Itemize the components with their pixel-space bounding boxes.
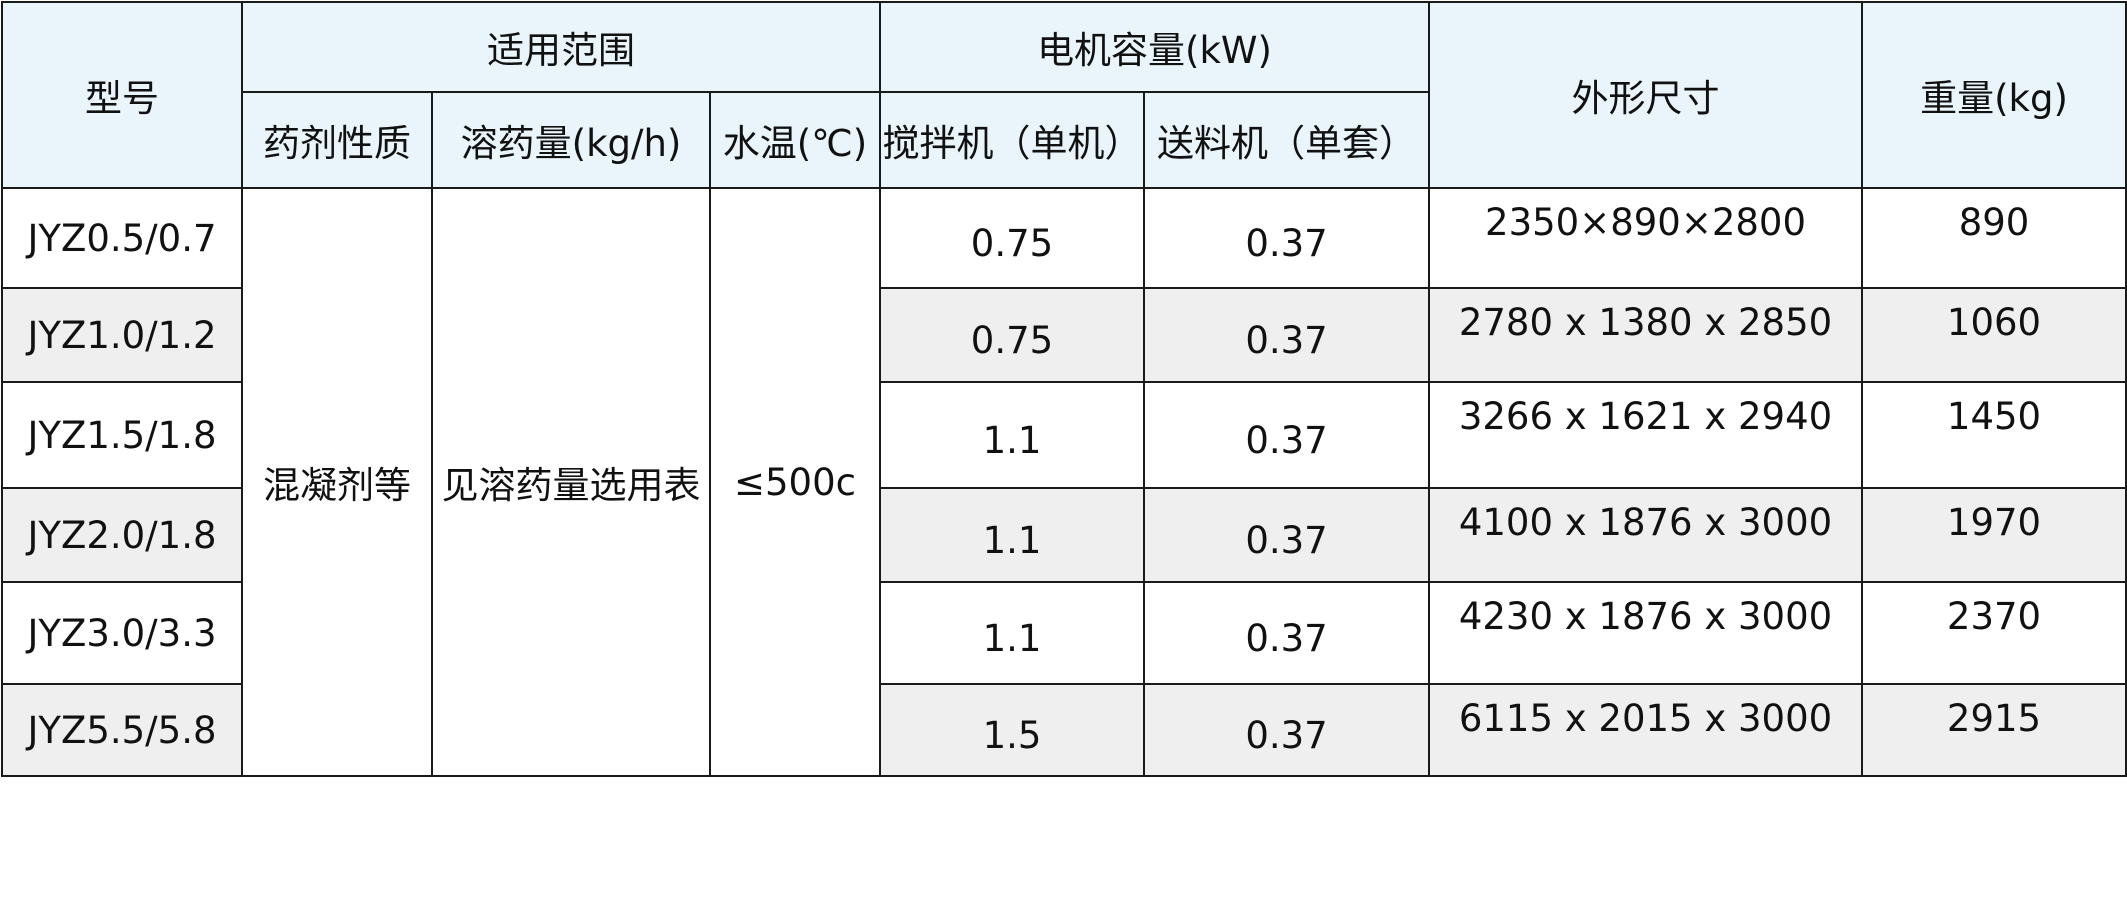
cell-model: JYZ1.5/1.8 [1,381,243,489]
cell-dimensions: 3266 x 1621 x 2940 [1428,381,1864,489]
cell-model: JYZ1.0/1.2 [1,287,243,383]
table-row: JYZ2.0/1.8 1.1 0.37 4100 x 1876 x 3000 1970 [1,487,2127,583]
cell-feeder-kw: 0.37 [1142,381,1431,489]
cell-feeder-kw: 0.37 [1142,287,1431,383]
table-row: JYZ5.5/5.8 1.5 0.37 6115 x 2015 x 3000 2915 [1,683,2127,777]
table-row: JYZ3.0/3.3 1.1 0.37 4230 x 1876 x 3000 2370 [1,581,2127,685]
header-agent-nature: 药剂性质 [241,91,433,189]
cell-weight: 1450 [1861,381,2127,489]
cell-agent-merged: 混凝剂等 [241,187,433,777]
table-row: JYZ1.5/1.8 1.1 0.37 3266 x 1621 x 2940 1450 [1,381,2127,489]
table-row: JYZ1.0/1.2 0.75 0.37 2780 x 1380 x 2850 1060 [1,287,2127,383]
cell-mixer-kw: 1.1 [879,581,1145,685]
cell-mixer-kw: 0.75 [879,187,1145,289]
cell-water-temp-merged: ≤500c [709,187,881,777]
cell-mixer-kw: 1.1 [879,381,1145,489]
header-weight: 重量(kg) [1861,1,2127,189]
cell-weight: 1060 [1861,287,2127,383]
cell-weight: 2915 [1861,683,2127,777]
spec-table: 型号 适用范围 电机容量(kW) 外形尺寸 重量(kg) 药剂性质 溶药量(kg… [1,1,2127,777]
cell-dimensions: 4230 x 1876 x 3000 [1428,581,1864,685]
table-row: JYZ0.5/0.7 混凝剂等 见溶药量选用表 ≤500c 0.75 0.37 2350×8… [1,187,2127,777]
cell-weight: 1970 [1861,487,2127,583]
cell-mixer-kw: 0.75 [879,287,1145,383]
cell-feeder-kw: 0.37 [1142,187,1431,289]
cell-dimensions: 4100 x 1876 x 3000 [1428,487,1864,583]
cell-model: JYZ5.5/5.8 [1,683,243,777]
cell-model: JYZ3.0/3.3 [1,581,243,685]
cell-dimensions: 2350×890×2800 [1428,187,1864,289]
cell-dose-merged: 见溶药量选用表 [431,187,711,777]
header-dose: 溶药量(kg/h) [431,91,711,189]
header-water-temp: 水温(℃) [709,91,881,189]
cell-model: JYZ2.0/1.8 [1,487,243,583]
header-scope: 适用范围 [241,1,881,93]
cell-weight: 2370 [1861,581,2127,685]
cell-mixer-kw: 1.5 [879,683,1145,777]
header-row-top: 型号 适用范围 电机容量(kW) 外形尺寸 重量(kg) [1,1,2127,189]
cell-feeder-kw: 0.37 [1142,487,1431,583]
header-model: 型号 [1,1,243,189]
cell-model: JYZ0.5/0.7 [1,187,243,289]
cell-feeder-kw: 0.37 [1142,683,1431,777]
cell-dimensions: 6115 x 2015 x 3000 [1428,683,1864,777]
header-dimensions: 外形尺寸 [1428,1,1864,189]
cell-dimensions: 2780 x 1380 x 2850 [1428,287,1864,383]
header-mixer: 搅拌机（单机） [879,91,1145,189]
cell-weight: 890 [1861,187,2127,289]
header-feeder: 送料机（单套） [1142,91,1431,189]
header-motor-capacity: 电机容量(kW) [878,1,1431,93]
cell-feeder-kw: 0.37 [1142,581,1431,685]
cell-mixer-kw: 1.1 [879,487,1145,583]
header-row-sub: 药剂性质 溶药量(kg/h) 水温(℃) 搅拌机（单机） 送料机（单套） [2,91,2126,189]
